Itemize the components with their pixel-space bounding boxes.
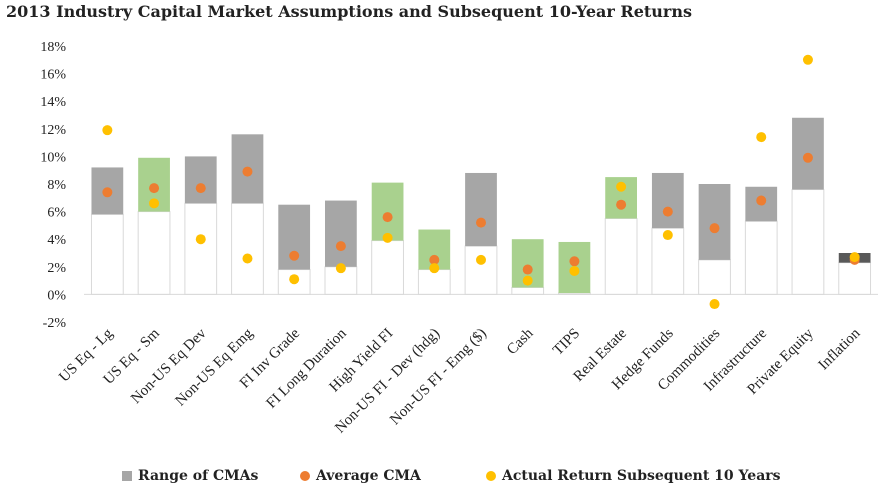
average-point: [149, 183, 160, 194]
legend-item-range: Range of CMAs: [122, 468, 258, 484]
average-point: [476, 217, 486, 228]
legend-label-average: Average CMA: [316, 468, 421, 484]
actual-point: [242, 253, 253, 264]
legend: Range of CMAs Average CMA Actual Return …: [0, 468, 893, 492]
y-tick-label: -2%: [43, 316, 67, 331]
y-tick-label: 16%: [40, 68, 66, 83]
base-bar: [744, 220, 778, 295]
base-bar: [604, 218, 638, 295]
y-tick-label: 8%: [47, 178, 66, 193]
category-label: Cash: [504, 325, 537, 358]
base-bar: [417, 269, 451, 295]
y-axis-ticks: 18% 16% 14% 12% 10% 8% 6% 4% 2% 0% -2%: [40, 40, 66, 331]
actual-points: [102, 54, 860, 310]
average-point: [429, 254, 440, 265]
actual-point: [429, 263, 440, 274]
actual-point: [522, 275, 533, 286]
actual-point: [476, 254, 486, 265]
base-bar: [698, 259, 731, 295]
average-point: [756, 195, 767, 206]
actual-point: [616, 181, 627, 192]
actual-point: [149, 198, 160, 209]
average-point: [522, 264, 533, 275]
range-bar: [465, 172, 497, 247]
average-points: [102, 152, 860, 275]
category-label: FI Long Duration: [264, 325, 350, 411]
base-bar: [511, 287, 545, 295]
average-point: [569, 256, 580, 267]
legend-item-actual: Actual Return Subsequent 10 Years: [486, 468, 781, 484]
base-bar: [791, 189, 825, 295]
y-tick-label: 6%: [47, 206, 66, 221]
average-point: [102, 187, 113, 198]
category-label: TIPS: [550, 326, 583, 359]
base-bar: [90, 213, 124, 295]
actual-point: [662, 230, 673, 241]
average-point: [709, 223, 720, 234]
y-tick-label: 10%: [40, 150, 66, 165]
base-bar: [838, 262, 872, 295]
base-bar: [371, 240, 404, 295]
category-label: Inflation: [816, 325, 864, 373]
actual-point: [849, 252, 860, 263]
y-tick-label: 0%: [47, 288, 66, 303]
base-bar: [464, 245, 498, 295]
average-point: [382, 212, 393, 223]
average-point: [195, 183, 206, 194]
average-point: [242, 166, 253, 177]
actual-point: [195, 234, 206, 245]
actual-point: [102, 125, 113, 136]
legend-label-actual: Actual Return Subsequent 10 Years: [502, 468, 781, 484]
range-bar: [698, 184, 731, 260]
y-tick-label: 12%: [40, 123, 66, 138]
actual-point: [382, 232, 393, 243]
range-bar: [325, 200, 357, 267]
range-bar: [371, 182, 404, 241]
average-point: [335, 241, 346, 252]
actual-point: [335, 263, 346, 274]
legend-swatch-average: [300, 471, 310, 481]
average-point: [662, 206, 673, 217]
range-bar: [184, 156, 217, 204]
legend-swatch-range: [122, 471, 132, 481]
average-point: [802, 152, 813, 163]
actual-point: [289, 274, 300, 285]
y-tick-label: 2%: [47, 261, 66, 276]
base-bar: [137, 211, 171, 295]
y-tick-label: 4%: [47, 233, 66, 248]
average-point: [616, 199, 627, 210]
base-bar: [184, 202, 218, 295]
actual-point: [569, 265, 580, 276]
base-bar: [231, 202, 264, 295]
legend-label-range: Range of CMAs: [138, 468, 259, 484]
range-bar: [651, 172, 684, 229]
average-point: [289, 250, 300, 261]
legend-item-average: Average CMA: [300, 468, 421, 484]
legend-swatch-actual: [486, 471, 496, 481]
actual-point: [802, 54, 813, 65]
actual-point: [756, 132, 767, 143]
y-tick-label: 18%: [40, 40, 66, 55]
actual-point: [709, 299, 720, 310]
chart-title: 2013 Industry Capital Market Assumptions…: [6, 2, 692, 21]
y-tick-label: 14%: [40, 95, 66, 110]
